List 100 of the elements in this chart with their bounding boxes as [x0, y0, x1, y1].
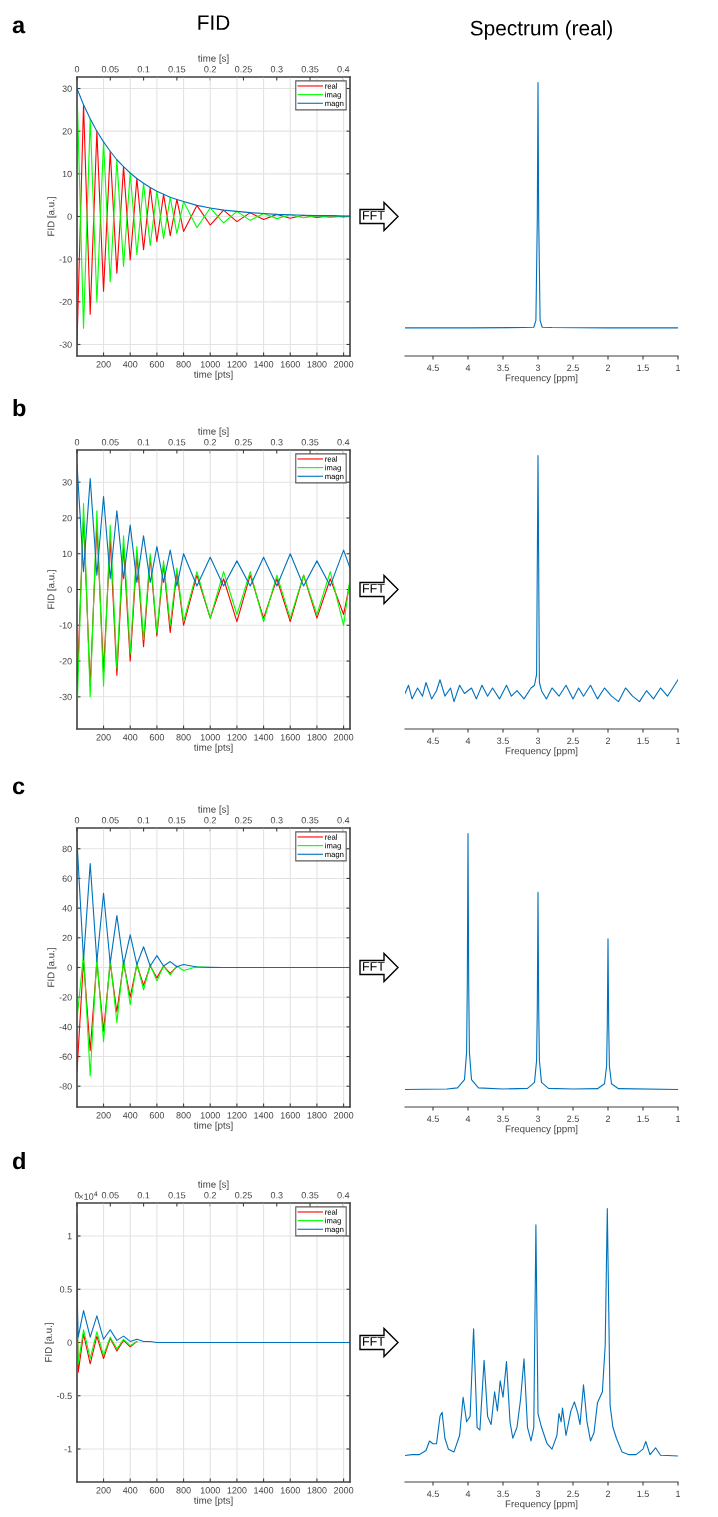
x-tick-label: 800 [176, 734, 191, 741]
x-tick-label: 1000 [200, 361, 220, 368]
x-tick-label: 1800 [307, 734, 327, 741]
x2-tick-label: 0.1 [137, 66, 150, 73]
x-tick-label: 1.5 [637, 1115, 649, 1122]
x-tick-label: 1.5 [637, 1490, 649, 1497]
x-tick-label: 3.5 [497, 1115, 509, 1122]
text: d [12, 1151, 25, 1170]
x-tick-label: 3 [535, 1115, 541, 1122]
x-tick-label: 2.5 [567, 737, 579, 744]
x2-tick-label: 0.15 [168, 439, 186, 446]
x2-tick-label: 0.2 [204, 66, 216, 73]
text: c [12, 781, 25, 795]
x-tick-label: 1400 [254, 734, 274, 741]
x-tick-label: 1200 [227, 1112, 247, 1119]
x-tick-label: 3.5 [497, 737, 509, 744]
y-tick-label: -0.5 [56, 1392, 72, 1400]
x-tick-label: 4.5 [426, 737, 439, 744]
x-tick-label: 1600 [280, 734, 300, 741]
x-axis-title: time [pts] [193, 1496, 233, 1506]
x2-tick-label: 0.05 [101, 1192, 119, 1199]
x-tick-label: 3.5 [497, 1490, 509, 1497]
x-tick-label: 4.5 [426, 364, 439, 371]
y-tick-label: 80 [62, 845, 72, 853]
y-tick-label: 0 [67, 586, 72, 593]
y-axis-title: FID [a.u.] [47, 197, 57, 236]
chart-title: Spectrum (real) [470, 20, 612, 40]
x-tick-label: 400 [122, 361, 138, 368]
x-tick-label: 3.5 [497, 364, 509, 371]
x-tick-label: 800 [176, 1487, 191, 1494]
x2-tick-label: 0.4 [337, 66, 350, 73]
x-tick-label: 1 [676, 1490, 681, 1497]
x2-tick-label: 0.35 [301, 817, 319, 824]
y-tick-label: 20 [62, 934, 72, 942]
x-tick-label: 2000 [334, 361, 354, 368]
x-tick-label: 600 [149, 361, 165, 368]
x2-tick-label: 0.35 [301, 1192, 319, 1199]
x-tick-label: 3 [535, 1490, 541, 1497]
text: FFT [363, 584, 385, 593]
text: FFT [363, 1337, 385, 1346]
x2-tick-label: 0.35 [301, 439, 319, 446]
x-tick-label: 2 [605, 364, 611, 371]
x2-tick-label: 0.4 [337, 439, 350, 446]
x-tick-label: 1600 [280, 1487, 300, 1494]
y-tick-label: -20 [59, 994, 72, 1001]
x-tick-label: 3 [535, 364, 541, 371]
x2-tick-label: 0.25 [235, 439, 252, 446]
x2-tick-label: 0.4 [337, 1192, 350, 1199]
y-tick-label: 10 [62, 170, 72, 178]
y-tick-label: -1 [64, 1446, 72, 1453]
x2-axis-title: time [s] [197, 805, 229, 815]
x-tick-label: 1400 [254, 1112, 274, 1119]
x2-tick-label: 0.1 [137, 817, 150, 824]
y-tick-label: -80 [59, 1083, 72, 1090]
x2-tick-label: 0.4 [337, 817, 350, 824]
x-tick-label: 2.5 [567, 364, 579, 371]
y-axis-title: FID [a.u.] [47, 570, 57, 609]
x-tick-label: 4 [465, 1490, 471, 1497]
x2-tick-label: 0.15 [168, 1192, 186, 1199]
x2-tick-label: 0.05 [101, 439, 119, 446]
x-tick-label: 2 [605, 1490, 611, 1497]
y-tick-label: -60 [59, 1053, 72, 1060]
y-tick-label: 0 [67, 213, 72, 220]
chart-title: FID [198, 15, 230, 30]
x-tick-label: 4 [465, 364, 471, 371]
x2-tick-label: 0.2 [204, 439, 216, 446]
x-tick-label: 2.5 [567, 1490, 579, 1497]
x2-tick-label: 0.25 [235, 1192, 252, 1199]
x-tick-label: 800 [176, 361, 191, 368]
x-tick-label: 1600 [280, 1112, 300, 1119]
x2-tick-label: 0.2 [204, 1192, 216, 1199]
x-tick-label: 2.5 [567, 1115, 579, 1122]
x-tick-label: 1800 [307, 1112, 327, 1119]
x-tick-label: 200 [96, 734, 111, 741]
x2-axis-title: time [s] [197, 427, 229, 437]
x-tick-label: 4.5 [426, 1115, 439, 1122]
y-tick-label: 0 [67, 1339, 72, 1346]
text: ×10$^{4}$ [78, 1191, 98, 1200]
y-tick-label: 20 [62, 128, 72, 135]
x-axis-title: time [pts] [193, 370, 233, 380]
y-tick-label: 30 [62, 85, 72, 92]
x-tick-label: 1400 [254, 1487, 274, 1494]
x2-tick-label: 0.25 [235, 66, 252, 73]
x-tick-label: 2000 [334, 1112, 354, 1119]
x-tick-label: 2 [605, 737, 611, 744]
y-tick-label: -10 [59, 256, 72, 263]
x-tick-label: 1000 [200, 734, 220, 741]
y-tick-label: 10 [62, 550, 72, 558]
x2-tick-label: 0.05 [101, 817, 119, 824]
x-tick-label: 600 [149, 1487, 165, 1494]
x-tick-label: 400 [122, 1487, 138, 1494]
x-axis-title: Frequency [ppm] [505, 374, 578, 384]
x-tick-label: 1400 [254, 361, 274, 368]
x2-tick-label: 0 [74, 66, 80, 73]
y-tick-label: -20 [59, 298, 72, 306]
x2-tick-label: 0.1 [137, 1192, 150, 1199]
x-tick-label: 200 [96, 1487, 111, 1494]
y-tick-label: -30 [59, 693, 72, 701]
x2-axis-title: time [s] [197, 54, 229, 64]
x2-tick-label: 0 [74, 817, 80, 824]
